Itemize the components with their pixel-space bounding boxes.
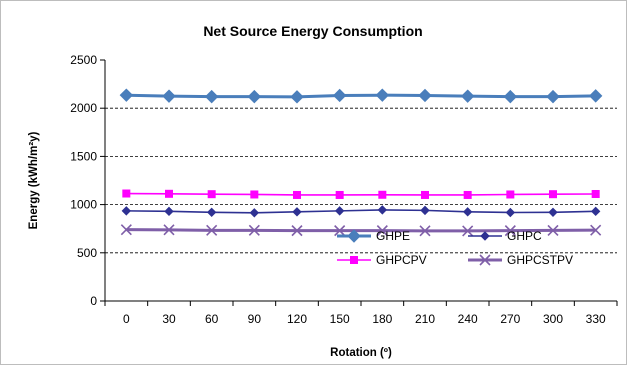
data-point-ghpc — [590, 206, 601, 217]
data-point-ghpcstpv — [462, 225, 474, 237]
legend-label-ghpc: GHPC — [507, 229, 542, 243]
data-point-ghpc — [292, 207, 302, 217]
data-point-ghpcpv — [378, 190, 387, 199]
x-axis-title: Rotation (º) — [330, 347, 392, 359]
y-tick-label: 1000 — [70, 198, 97, 212]
x-tick-label: 120 — [287, 312, 307, 326]
y-tick-label: 2000 — [70, 101, 97, 115]
legend-swatch-marker-ghpc — [480, 231, 490, 241]
x-tick-label: 60 — [205, 312, 219, 326]
data-point-ghpcstpv — [419, 225, 431, 237]
y-tick-label: 1500 — [70, 149, 97, 163]
legend-label-ghpcpv: GHPCPV — [376, 253, 427, 267]
data-point-ghpe — [546, 89, 560, 104]
data-point-ghpc — [121, 206, 132, 216]
x-tick-label: 180 — [372, 312, 392, 326]
data-point-ghpe — [503, 89, 518, 104]
data-point-ghpcpv — [506, 190, 515, 199]
data-point-ghpe — [375, 88, 390, 102]
data-point-ghpe — [162, 89, 176, 103]
y-tick-label: 0 — [90, 294, 97, 308]
legend-swatch-marker-ghpcpv — [350, 256, 358, 264]
series-line-ghpe — [126, 93, 596, 99]
data-point-ghpcpv — [549, 190, 557, 199]
series-line-ghpcstpv — [126, 228, 596, 233]
legend-label-ghpe: GHPE — [376, 229, 410, 243]
data-point-ghpcstpv — [590, 224, 602, 236]
legend-swatch-marker-ghpcstpv — [479, 254, 491, 266]
data-point-ghpcpv — [293, 190, 301, 199]
data-point-ghpcstpv — [334, 225, 346, 237]
data-point-ghpe — [247, 89, 262, 104]
data-point-ghpc — [249, 208, 260, 218]
x-tick-label: 30 — [162, 312, 176, 326]
data-point-ghpcstpv — [206, 224, 218, 236]
data-point-ghpe — [332, 88, 347, 103]
x-tick-label: 210 — [415, 312, 435, 326]
chart-title: Net Source Energy Consumption — [203, 23, 422, 39]
y-axis-title: Energy (kWh/m²y) — [28, 131, 40, 229]
data-point-ghpe — [588, 89, 603, 103]
data-point-ghpc — [420, 205, 430, 216]
data-point-ghpcpv — [335, 190, 344, 199]
y-tick-label: 500 — [77, 246, 97, 260]
data-point-ghpc — [334, 206, 345, 216]
x-tick-label: 240 — [458, 312, 478, 326]
data-point-ghpcpv — [591, 189, 600, 198]
data-point-ghpcstpv — [291, 225, 303, 237]
data-point-ghpcstpv — [120, 224, 132, 236]
data-point-ghpe — [119, 88, 134, 102]
data-point-ghpcpv — [421, 190, 429, 199]
x-tick-label: 270 — [500, 312, 520, 326]
series-line-ghpcpv — [126, 192, 596, 196]
x-tick-label: 90 — [248, 312, 262, 326]
data-point-ghpcstpv — [376, 225, 388, 237]
data-point-ghpcpv — [207, 190, 216, 199]
data-point-ghpc — [505, 207, 516, 218]
data-point-ghpcpv — [250, 190, 259, 199]
data-point-ghpcstpv — [163, 224, 175, 236]
legend-label-ghpcstpv: GHPCSTPV — [507, 253, 573, 267]
x-tick-label: 150 — [330, 312, 350, 326]
y-tick-label: 2500 — [70, 53, 97, 67]
data-point-ghpcpv — [463, 190, 472, 199]
data-point-ghpcstpv — [248, 224, 260, 236]
data-point-ghpc — [462, 207, 473, 217]
x-tick-label: 0 — [123, 312, 130, 326]
data-point-ghpcpv — [122, 189, 131, 198]
data-point-ghpcstpv — [547, 224, 559, 237]
legend-swatch-marker-ghpe — [347, 229, 361, 243]
data-point-ghpc — [548, 207, 558, 218]
x-tick-label: 330 — [586, 312, 606, 326]
data-point-ghpe — [460, 89, 475, 103]
series-line-ghpc — [126, 209, 596, 214]
x-tick-label: 300 — [543, 312, 563, 326]
data-point-ghpcpv — [165, 189, 173, 198]
data-point-ghpc — [164, 206, 174, 217]
data-point-ghpc — [377, 205, 388, 215]
data-point-ghpe — [290, 90, 304, 104]
data-point-ghpe — [418, 88, 432, 103]
data-point-ghpe — [204, 89, 219, 104]
data-point-ghpc — [206, 207, 217, 218]
data-point-ghpcstpv — [504, 225, 516, 237]
